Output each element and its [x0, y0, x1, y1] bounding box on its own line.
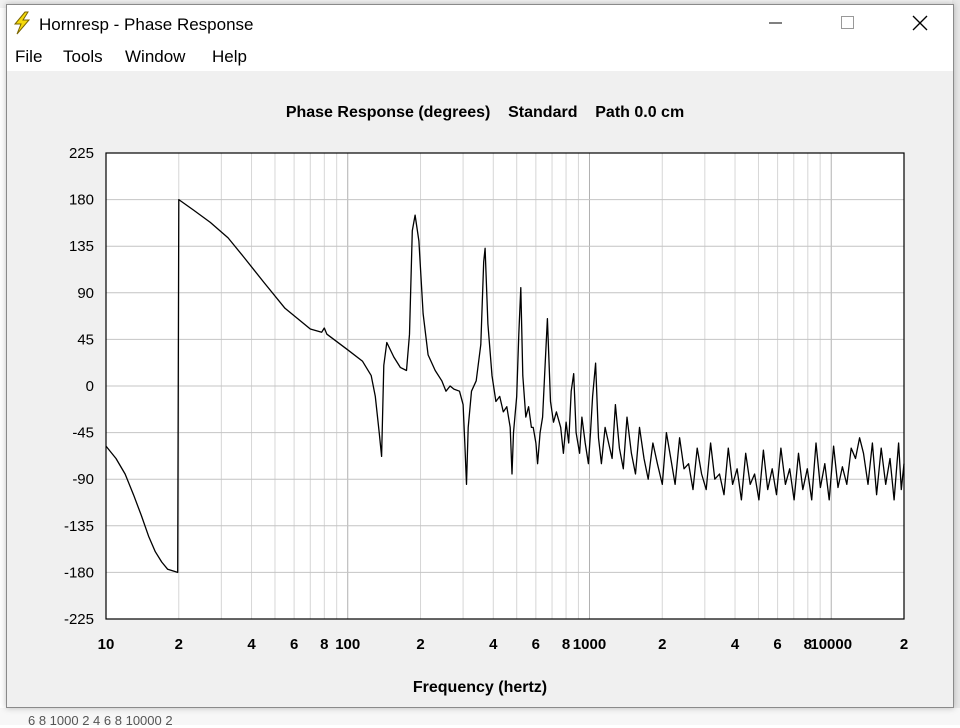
x-tick-label: 4: [247, 636, 256, 653]
chart-series: [105, 198, 905, 574]
x-tick-label: 2: [658, 636, 666, 653]
y-tick-label: -225: [64, 611, 94, 628]
x-tick-label: 6: [532, 636, 540, 653]
close-icon: [912, 15, 928, 31]
x-axis-label: Frequency (hertz): [413, 679, 547, 696]
menu-file[interactable]: File: [15, 47, 43, 66]
chart-title: Phase Response (degrees) Standard Path 0…: [286, 104, 684, 121]
chart-grid: [105, 152, 905, 620]
y-tick-label: 225: [69, 145, 94, 162]
maximize-icon: [841, 16, 854, 29]
y-tick-label: -180: [64, 564, 94, 581]
x-tick-label: 10000: [810, 636, 852, 653]
y-tick-label: -135: [64, 518, 94, 535]
menu-help[interactable]: Help: [212, 47, 247, 66]
menu-window[interactable]: Window: [125, 47, 186, 66]
x-tick-label: 6: [773, 636, 781, 653]
chart-area: 225 180 135 90 45 0 -45 -90 -135 -180 -225 10 2 4 6 8 1…: [7, 71, 953, 707]
x-tick-label: 2: [175, 636, 183, 653]
menu-tools[interactable]: Tools: [63, 47, 103, 66]
minimize-icon: [769, 22, 782, 24]
x-tick-label: 100: [335, 636, 360, 653]
y-tick-label: -45: [72, 425, 94, 442]
background-axis-labels: 6 8 1000 2 4 6 8 10000 2: [28, 713, 173, 728]
y-tick-label: 0: [86, 378, 94, 395]
minimize-button[interactable]: [753, 5, 799, 41]
plot-frame: [105, 152, 905, 620]
background-window-strip: [0, 708, 960, 725]
close-button[interactable]: [897, 5, 943, 41]
x-tick-label: 8: [562, 636, 570, 653]
x-tick-label: 2: [416, 636, 424, 653]
series-line-phase: [105, 198, 905, 574]
y-tick-label: 135: [69, 238, 94, 255]
lightning-bolt-icon: [13, 11, 31, 35]
x-tick-label: 8: [320, 636, 328, 653]
y-tick-label: 45: [77, 331, 94, 348]
y-tick-label: 180: [69, 192, 94, 209]
x-tick-label: 6: [290, 636, 298, 653]
maximize-button[interactable]: [825, 5, 871, 41]
desktop-background-right: [952, 0, 960, 725]
title-bar[interactable]: Hornresp - Phase Response: [7, 5, 953, 41]
x-tick-label: 1000: [573, 636, 606, 653]
x-tick-label: 2: [900, 636, 908, 653]
y-tick-label: -90: [72, 471, 94, 488]
window-title: Hornresp - Phase Response: [39, 15, 254, 34]
x-tick-label: 4: [489, 636, 498, 653]
hornresp-window: Hornresp - Phase Response File Tools Win…: [6, 4, 954, 708]
x-tick-label: 8: [804, 636, 812, 653]
x-tick-label: 4: [731, 636, 740, 653]
menu-bar: File Tools Window Help: [7, 41, 953, 71]
y-tick-label: 90: [77, 285, 94, 302]
y-tick-labels: 225 180 135 90 45 0 -45 -90 -135 -180 -225: [64, 145, 94, 628]
x-tick-label: 10: [98, 636, 115, 653]
